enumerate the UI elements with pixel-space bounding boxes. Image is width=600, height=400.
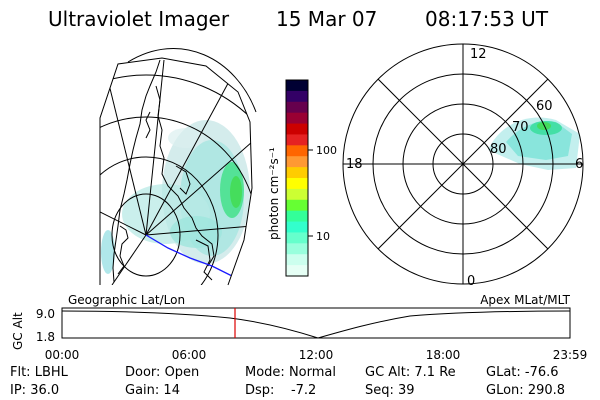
lat-label-80: 80 [490,142,507,157]
mlt-label-12: 12 [470,47,487,62]
colorbar-segment [286,90,308,103]
colorbar-segment [286,101,308,114]
timeline-axis-name: GC Alt [11,312,25,350]
instrument-title: Ultraviolet Imager [48,7,230,31]
timeline-xtick-2359: 23:59 [553,348,588,362]
mlt-label-0: 0 [467,274,475,289]
timeline-xtick-1800: 18:00 [426,348,461,362]
status-mode: Mode: Normal [245,365,336,380]
timeline-frame [61,307,571,339]
colorbar-segment [286,80,308,92]
timeline-left-title: Geographic Lat/Lon [68,293,185,307]
colorbar-segment [286,210,308,223]
timeline-xtick-0600: 06:00 [172,348,207,362]
colorbar-segment [286,232,308,244]
colorbar-tick-10: 10 [316,230,330,243]
colorbar-segment [286,123,308,136]
status-seq: Seq: 39 [365,383,415,398]
status-dsp: Dsp: -7.2 [245,383,317,398]
colorbar-segment [286,243,308,255]
lat-label-60: 60 [536,99,553,114]
time-label: 08:17:53 UT [425,7,549,31]
status-glon: GLon: 290.8 [486,383,566,398]
colorbar-segment [286,221,308,234]
mlt-label-18: 18 [346,157,363,172]
status-gain: Gain: 14 [125,383,180,398]
timeline-xtick-0000: 00:00 [45,348,80,362]
altitude-timeline: Geographic Lat/Lon Apex MLat/MLT GC Alt … [11,293,587,362]
colorbar-segment [286,265,308,277]
mlt-label-6: 6 [575,157,583,172]
colorbar-segment [286,178,308,190]
colorbar-segment [286,156,308,168]
date-label: 15 Mar 07 [276,7,378,31]
colorbar-segment [286,199,308,212]
timeline-ytick-top: 9.0 [36,307,55,321]
status-glat: GLat: -76.6 [486,365,559,380]
status-filter: Flt: LBHL [10,365,68,380]
colorbar-frame [285,79,309,277]
colorbar-segment [286,145,308,157]
timeline-right-title: Apex MLat/MLT [480,293,570,307]
colorbar-segment [286,134,308,146]
timeline-ytick-bottom: 1.8 [36,330,55,344]
colorbar [286,80,308,277]
colorbar-unit-label: photon cm⁻²s⁻¹ [267,147,281,240]
timeline-xtick-1200: 12:00 [299,348,334,362]
colorbar-segment [286,254,308,266]
status-ip: IP: 36.0 [10,383,60,398]
coastline [112,59,215,283]
colorbar-segment [286,167,308,179]
colorbar-segment [286,188,308,201]
status-door: Door: Open [125,365,200,380]
lat-label-70: 70 [512,120,529,135]
polar-plot: 12 18 6 0 60 70 80 [342,43,584,289]
altitude-curve [61,310,571,339]
colorbar-segment [286,112,308,125]
geographic-map [99,47,257,286]
colorbar-tick-100: 100 [316,144,337,157]
status-gc-alt: GC Alt: 7.1 Re [365,365,456,380]
